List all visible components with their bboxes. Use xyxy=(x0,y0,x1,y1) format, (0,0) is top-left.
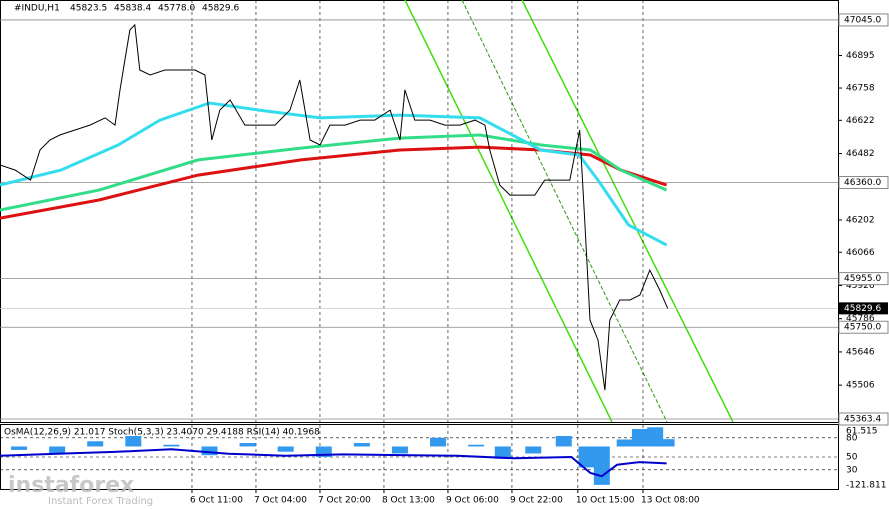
y2-tick-label: 61.515 xyxy=(846,427,878,437)
level-label: 45363.4 xyxy=(844,414,881,424)
osma-bar xyxy=(468,444,485,447)
x-tick-label: 9 Oct 06:00 xyxy=(446,496,499,506)
osma-bar xyxy=(125,436,142,447)
channel-line xyxy=(461,0,668,423)
osma-bar xyxy=(277,446,294,452)
y-tick-label: 46482 xyxy=(846,149,875,159)
osma-bar xyxy=(163,444,180,447)
level-label: 45750.0 xyxy=(844,323,881,333)
osma-bar xyxy=(658,439,675,447)
chart-title: #INDU,H1 xyxy=(14,4,60,14)
header-value: 45778.0 xyxy=(158,4,195,14)
moving-average xyxy=(0,133,668,212)
y-tick-label: 46758 xyxy=(846,84,875,94)
y-tick-label: 46895 xyxy=(846,51,875,61)
osma-bar xyxy=(616,439,633,447)
level-label-bg xyxy=(838,175,889,189)
channel-lines xyxy=(404,0,734,423)
y-tick-label: 46066 xyxy=(846,248,875,258)
osma-bar xyxy=(11,446,28,450)
x-tick-label: 13 Oct 08:00 xyxy=(641,496,700,506)
level-label-bg xyxy=(838,272,889,286)
logo-tagline: Instant Forex Trading xyxy=(48,496,153,507)
level-label-bg xyxy=(839,302,888,315)
osma-bar xyxy=(578,446,595,468)
osma-bar xyxy=(631,429,648,447)
y-tick-label: 45506 xyxy=(846,381,875,391)
osma-bar xyxy=(391,446,408,454)
osma-bar xyxy=(239,442,256,447)
x-tick-label: 7 Oct 04:00 xyxy=(254,496,307,506)
level-label-bg xyxy=(838,412,889,426)
logo-name: instaforex xyxy=(8,473,134,498)
y-tick-label: 45646 xyxy=(846,347,875,357)
osma-bar xyxy=(201,446,218,456)
y-tick-label: 46202 xyxy=(846,215,875,225)
header-value: 45838.4 xyxy=(114,4,151,14)
y2-tick-label: -121.811 xyxy=(846,481,886,491)
osma-bar xyxy=(593,446,610,485)
x-tick-label: 6 Oct 11:00 xyxy=(190,496,243,506)
level-label-bg xyxy=(838,320,889,334)
x-tick-label: 9 Oct 22:00 xyxy=(510,496,563,506)
header-value: 45823.5 xyxy=(70,4,107,14)
osma-bar xyxy=(315,446,332,457)
level-label: 45829.6 xyxy=(844,304,881,314)
channel-line xyxy=(521,0,734,423)
y-tick-label: 80 xyxy=(846,433,858,443)
y-tick-label: 46622 xyxy=(846,116,875,126)
channel-line xyxy=(404,0,613,423)
x-tick-label: 8 Oct 13:00 xyxy=(382,496,435,506)
rsi-line xyxy=(0,448,667,478)
osma-bar xyxy=(494,446,511,459)
header-value: 45829.6 xyxy=(202,4,239,14)
main-frame xyxy=(0,0,839,423)
level-label: 46360.0 xyxy=(844,178,881,188)
moving-average xyxy=(0,145,668,220)
y-tick-label: 50 xyxy=(846,453,858,463)
level-label: 47045.0 xyxy=(844,15,881,25)
osma-bar xyxy=(555,436,572,447)
price-line xyxy=(0,23,669,391)
y-tick-label: 45926 xyxy=(846,281,875,291)
moving-average xyxy=(0,101,668,247)
y-tick-label: 30 xyxy=(846,465,858,475)
x-tick-label: 10 Oct 15:00 xyxy=(576,496,635,506)
level-label-bg xyxy=(838,13,889,27)
osma-bar xyxy=(87,441,104,447)
level-label: 45955.0 xyxy=(844,274,881,284)
osma-bar xyxy=(353,442,370,447)
osma-bar xyxy=(49,446,66,454)
x-tick-label: 7 Oct 20:00 xyxy=(318,496,371,506)
osma-bar xyxy=(525,446,542,454)
indicator-title: OsMA(12,26,9) 21.017 Stoch(5,3,3) 23.407… xyxy=(4,428,320,438)
osma-bar xyxy=(430,437,447,447)
y-tick-label: 45786 xyxy=(846,314,875,324)
